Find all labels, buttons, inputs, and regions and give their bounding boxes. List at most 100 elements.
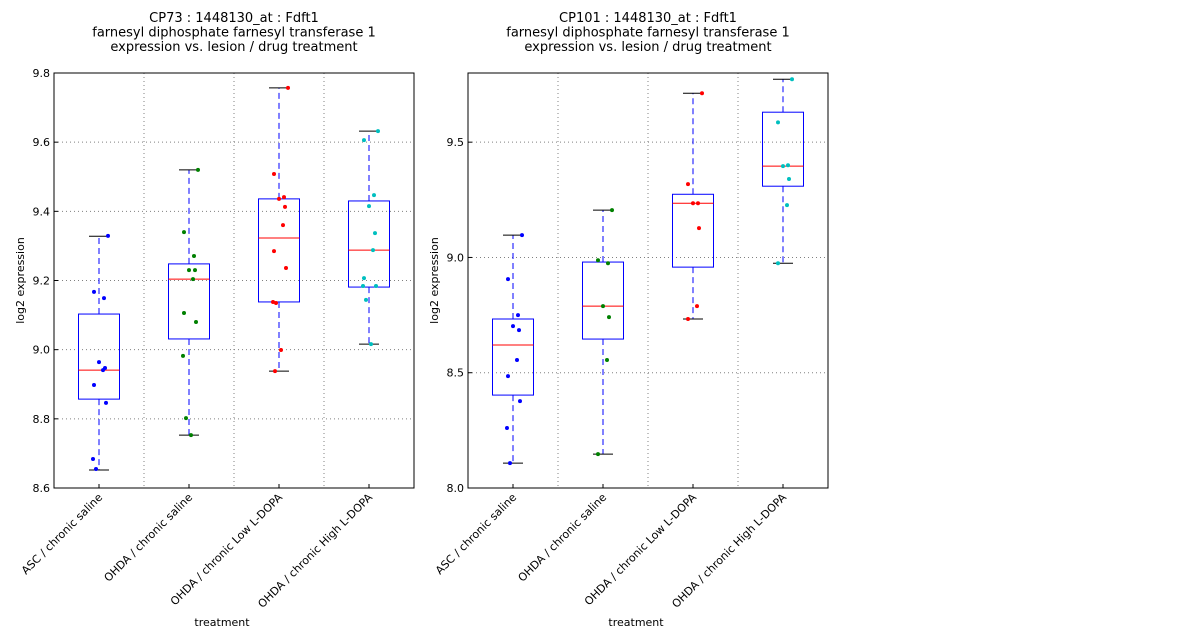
x-tick-label: OHDA / chronic saline <box>102 491 196 585</box>
y-tick-label: 9.5 <box>447 136 465 149</box>
data-point <box>686 182 690 187</box>
data-point <box>373 231 377 236</box>
data-point <box>372 193 376 198</box>
data-point <box>505 426 509 431</box>
box <box>168 263 210 340</box>
data-point <box>284 266 288 271</box>
data-point <box>364 297 368 302</box>
data-point <box>194 320 198 324</box>
data-point <box>596 452 600 457</box>
data-point <box>376 129 380 134</box>
box <box>582 261 624 340</box>
data-point <box>102 296 106 301</box>
box <box>672 193 714 268</box>
data-point <box>374 284 378 289</box>
data-point <box>271 299 275 304</box>
box-group-4 <box>762 77 804 266</box>
x-tick-label: ASC / chronic saline <box>19 491 105 577</box>
y-tick-label: 9.6 <box>33 136 51 149</box>
data-point <box>274 300 278 305</box>
y-axis-label: log2 expression <box>14 237 27 324</box>
box-group-2 <box>168 167 210 438</box>
plot-frame <box>467 72 829 489</box>
data-point <box>283 204 287 209</box>
data-point <box>94 466 98 471</box>
data-point <box>518 399 522 404</box>
box-group-4 <box>348 129 390 347</box>
y-tick-label: 8.5 <box>447 367 465 380</box>
box <box>762 111 804 187</box>
data-point <box>106 233 110 238</box>
data-point <box>101 368 105 373</box>
data-point <box>104 400 108 405</box>
data-point <box>187 268 191 273</box>
data-point <box>686 317 690 322</box>
data-point <box>596 258 600 263</box>
data-point <box>92 382 96 387</box>
data-point <box>361 284 365 289</box>
data-point <box>181 353 185 358</box>
data-point <box>697 226 701 231</box>
data-point <box>691 201 695 206</box>
data-point <box>272 171 276 176</box>
data-point <box>511 324 515 329</box>
data-point <box>516 313 520 318</box>
y-tick-label: 8.8 <box>33 413 51 426</box>
data-point <box>282 195 286 200</box>
data-point <box>362 276 366 281</box>
data-point <box>606 261 610 266</box>
box <box>492 318 534 396</box>
data-point <box>277 196 281 201</box>
data-point <box>191 277 195 282</box>
y-tick-label: 9.8 <box>33 67 51 80</box>
data-point <box>781 164 785 169</box>
box-group-3 <box>258 85 300 374</box>
data-point <box>272 249 276 254</box>
data-point <box>776 261 780 266</box>
chart-title-line: CP73 : 1448130_at : Fdft1 <box>149 11 319 26</box>
chart-title-line: farnesyl diphosphate farnesyl transferas… <box>92 26 375 41</box>
data-point <box>273 369 277 374</box>
chart-title-line: expression vs. lesion / drug treatment <box>110 40 357 55</box>
y-tick-label: 8.0 <box>447 482 465 495</box>
data-point <box>97 360 101 365</box>
x-axis-label: treatment <box>194 616 250 629</box>
data-point <box>506 277 510 282</box>
data-point <box>515 358 519 363</box>
data-point <box>281 223 285 228</box>
data-point <box>785 203 789 208</box>
x-axis-label: treatment <box>608 616 664 629</box>
box-group-2 <box>582 208 624 457</box>
data-point <box>517 328 521 333</box>
data-point <box>700 91 704 96</box>
data-point <box>696 201 700 206</box>
x-tick-label: ASC / chronic saline <box>433 491 519 577</box>
data-point <box>189 433 193 438</box>
box <box>258 198 300 303</box>
data-point <box>362 138 366 143</box>
y-tick-label: 8.6 <box>33 482 51 495</box>
y-axis-label: log2 expression <box>428 237 441 324</box>
box <box>348 200 390 288</box>
data-point <box>371 248 375 253</box>
chart-title-line: expression vs. lesion / drug treatment <box>524 40 771 55</box>
data-point <box>787 177 791 182</box>
data-point <box>91 456 95 461</box>
data-point <box>607 315 611 320</box>
y-tick-label: 9.0 <box>33 344 51 357</box>
plot-frame <box>53 72 415 489</box>
data-point <box>367 204 371 209</box>
data-point <box>790 77 794 82</box>
box <box>78 313 120 400</box>
data-point <box>184 416 188 421</box>
chart-title-line: CP101 : 1448130_at : Fdft1 <box>559 11 737 26</box>
box-group-1 <box>78 233 120 471</box>
data-point <box>520 233 524 238</box>
data-point <box>508 461 512 466</box>
data-point <box>182 311 186 316</box>
data-point <box>196 167 200 172</box>
data-point <box>506 374 510 379</box>
data-point <box>786 163 790 168</box>
